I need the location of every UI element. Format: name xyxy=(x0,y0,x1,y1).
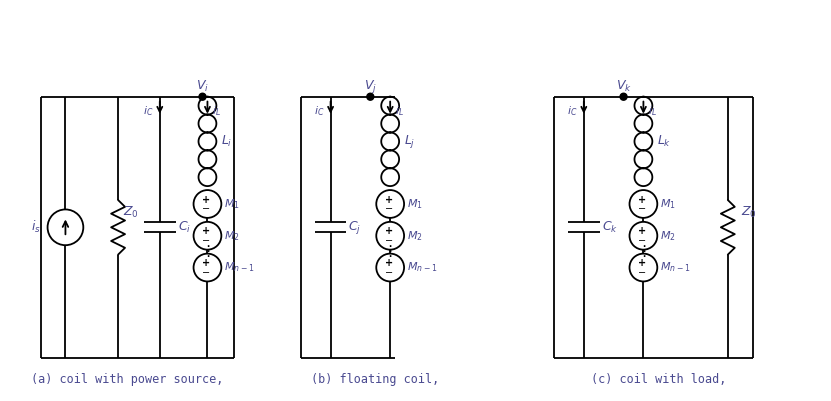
Text: $i_L$: $i_L$ xyxy=(648,105,657,118)
Text: $M_{n-1}$: $M_{n-1}$ xyxy=(661,261,691,274)
Text: ⋮: ⋮ xyxy=(636,244,651,259)
Text: +: + xyxy=(385,226,393,236)
Text: −: − xyxy=(203,204,210,214)
Text: $V_i$: $V_i$ xyxy=(196,79,209,94)
Circle shape xyxy=(199,93,206,100)
Text: $C_j$: $C_j$ xyxy=(348,219,361,236)
Circle shape xyxy=(366,93,374,100)
Text: −: − xyxy=(638,204,647,214)
Text: (b) floating coil,: (b) floating coil, xyxy=(311,373,440,386)
Text: $V_j$: $V_j$ xyxy=(364,78,376,95)
Text: (c) coil with load,: (c) coil with load, xyxy=(591,373,726,386)
Text: −: − xyxy=(638,268,647,278)
Text: $i_C$: $i_C$ xyxy=(143,105,154,118)
Text: ⋮: ⋮ xyxy=(199,244,215,259)
Text: +: + xyxy=(638,258,647,268)
Text: −: − xyxy=(638,236,647,246)
Text: $M_{n-1}$: $M_{n-1}$ xyxy=(224,261,254,274)
Text: +: + xyxy=(203,258,210,268)
Text: $M_{n-1}$: $M_{n-1}$ xyxy=(407,261,437,274)
Text: +: + xyxy=(385,194,393,205)
Text: −: − xyxy=(203,236,210,246)
Text: +: + xyxy=(638,194,647,205)
Text: $Z_0$: $Z_0$ xyxy=(740,205,756,220)
Text: −: − xyxy=(385,236,393,246)
Text: $i_C$: $i_C$ xyxy=(568,105,578,118)
Text: $L_i$: $L_i$ xyxy=(221,134,233,149)
Text: $i_s$: $i_s$ xyxy=(31,219,41,235)
Text: +: + xyxy=(203,226,210,236)
Text: −: − xyxy=(385,204,393,214)
Text: $M_2$: $M_2$ xyxy=(224,229,240,243)
Text: $V_k$: $V_k$ xyxy=(616,79,632,94)
Text: $M_2$: $M_2$ xyxy=(407,229,423,243)
Text: $L_j$: $L_j$ xyxy=(404,133,416,150)
Text: $M_1$: $M_1$ xyxy=(407,197,423,211)
Text: $M_1$: $M_1$ xyxy=(224,197,240,211)
Text: $i_C$: $i_C$ xyxy=(314,105,325,118)
Text: $C_k$: $C_k$ xyxy=(602,220,617,235)
Text: $M_2$: $M_2$ xyxy=(661,229,676,243)
Text: $Z_0$: $Z_0$ xyxy=(123,205,139,220)
Circle shape xyxy=(620,93,627,100)
Text: (a) coil with power source,: (a) coil with power source, xyxy=(31,373,224,386)
Text: +: + xyxy=(638,226,647,236)
Text: $C_i$: $C_i$ xyxy=(178,220,191,235)
Text: $i_L$: $i_L$ xyxy=(213,105,221,118)
Text: $L_k$: $L_k$ xyxy=(657,134,671,149)
Text: $i_L$: $i_L$ xyxy=(396,105,404,118)
Text: −: − xyxy=(203,268,210,278)
Text: −: − xyxy=(385,268,393,278)
Text: $M_1$: $M_1$ xyxy=(661,197,676,211)
Text: ⋮: ⋮ xyxy=(382,244,398,259)
Text: +: + xyxy=(385,258,393,268)
Text: +: + xyxy=(203,194,210,205)
